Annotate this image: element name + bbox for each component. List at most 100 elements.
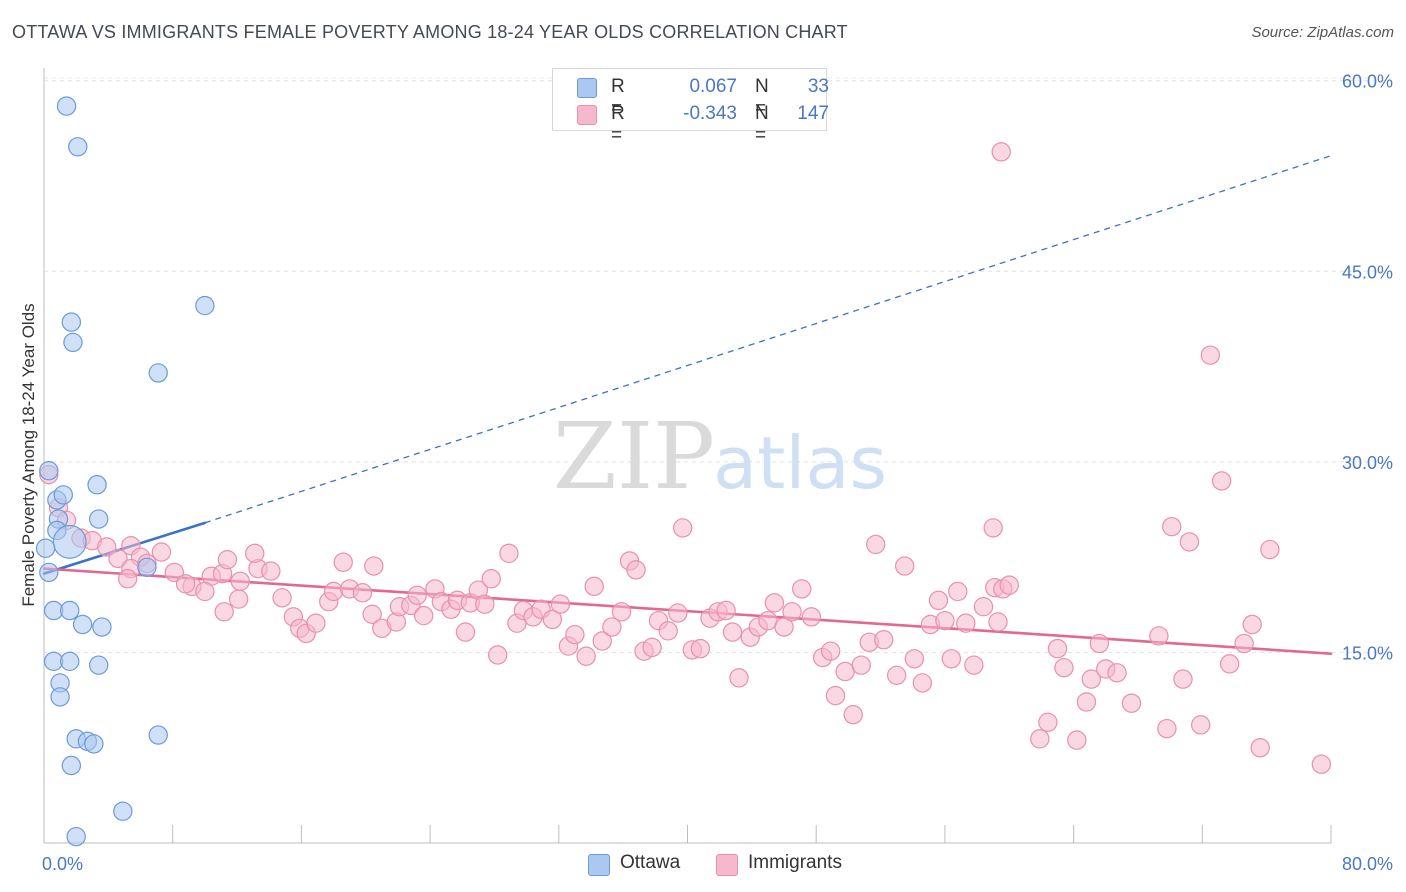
point-ottawa [113, 801, 133, 821]
point-ottawa [89, 509, 109, 529]
legend-swatch-ottawa [577, 78, 597, 98]
point-ottawa [89, 655, 109, 675]
legend-r-label: R = [611, 103, 625, 146]
legend-r-value: 0.067 [689, 76, 737, 97]
point-immigrants [835, 661, 855, 682]
point-ottawa [61, 755, 82, 776]
point-immigrants [362, 604, 382, 625]
point-immigrants [481, 569, 501, 589]
point-immigrants [407, 585, 427, 605]
point-immigrants [611, 602, 632, 622]
point-ottawa [84, 734, 104, 754]
point-immigrants [716, 600, 736, 621]
point-immigrants [1200, 345, 1221, 365]
point-immigrants [1157, 718, 1177, 739]
point-immigrants [364, 556, 384, 576]
point-immigrants [1081, 669, 1101, 689]
point-immigrants [983, 518, 1003, 538]
point-ottawa [68, 137, 88, 157]
point-immigrants [690, 638, 711, 659]
point-immigrants [722, 622, 743, 642]
point-immigrants [928, 590, 949, 611]
legend-n-value: 33 [807, 76, 829, 97]
point-immigrants [1173, 669, 1193, 689]
point-immigrants [475, 594, 495, 614]
point-immigrants [1311, 754, 1332, 774]
point-immigrants [1179, 532, 1200, 552]
point-ottawa [35, 538, 56, 558]
point-immigrants [306, 613, 326, 633]
point-ottawa [72, 614, 93, 635]
point-ottawa [66, 826, 86, 847]
legend-r-label: R = [611, 76, 625, 119]
point-immigrants [1038, 712, 1058, 732]
point-immigrants [230, 571, 250, 591]
point-immigrants [195, 581, 215, 602]
point-ottawa [39, 562, 59, 583]
y-tick-label: 15.0% [1342, 643, 1393, 663]
legend-swatch-immigrants [577, 105, 597, 125]
point-immigrants [542, 609, 563, 630]
point-ottawa [52, 524, 87, 559]
point-immigrants [843, 704, 863, 725]
point-ottawa [63, 332, 83, 353]
point-ottawa [43, 651, 64, 672]
source-label: Source: ZipAtlas.com [1251, 24, 1394, 41]
point-immigrants [820, 641, 841, 661]
point-immigrants [1047, 638, 1068, 659]
point-immigrants [758, 610, 778, 631]
point-immigrants [1067, 730, 1087, 750]
axes [43, 68, 1332, 844]
tick-labels: 15.0% 30.0% 45.0% 60.0% 0.0% 80.0% [42, 72, 1393, 874]
point-immigrants [774, 617, 794, 637]
point-immigrants [550, 594, 571, 614]
point-immigrants [1149, 626, 1169, 646]
legend-n-value: 147 [797, 103, 829, 124]
y-tick-label: 45.0% [1342, 262, 1393, 282]
point-immigrants [413, 605, 434, 626]
point-immigrants [217, 549, 238, 570]
point-immigrants [1250, 738, 1270, 758]
point-immigrants [956, 613, 976, 633]
legend-n-label: N = [755, 103, 769, 146]
point-immigrants [228, 589, 249, 609]
point-immigrants [1260, 539, 1280, 560]
point-immigrants [565, 624, 585, 645]
legend-swatch-ottawa [588, 854, 610, 876]
point-ottawa [87, 475, 107, 495]
point-immigrants [792, 579, 812, 599]
point-immigrants [323, 581, 344, 602]
point-immigrants [576, 646, 596, 666]
point-immigrants [261, 561, 281, 581]
point-immigrants [1191, 715, 1211, 735]
point-immigrants [886, 665, 907, 685]
point-immigrants [991, 142, 1011, 162]
point-immigrants [866, 534, 886, 555]
grid-lines [44, 77, 1392, 653]
correlation-legend: R = 0.067 N = 33 R = -0.343 N = 147 [552, 68, 829, 146]
point-immigrants [151, 542, 172, 562]
point-ottawa [60, 651, 80, 672]
trendline-immigrants [42, 567, 1333, 655]
watermark-atlas: atlas [713, 421, 887, 505]
legend-label-ottawa: Ottawa [620, 852, 681, 873]
point-ottawa [39, 461, 59, 481]
point-immigrants [626, 560, 646, 580]
point-immigrants [499, 543, 519, 564]
point-immigrants [1030, 729, 1050, 749]
point-immigrants [874, 630, 894, 650]
point-ottawa [148, 725, 168, 745]
watermark-zip: ZIP [553, 403, 715, 510]
point-immigrants [894, 556, 915, 576]
point-immigrants [1242, 614, 1262, 635]
point-immigrants [764, 593, 785, 613]
point-immigrants [602, 617, 622, 637]
point-immigrants [801, 607, 822, 627]
point-immigrants [658, 621, 678, 641]
y-tick-label: 60.0% [1342, 72, 1393, 92]
point-immigrants [935, 610, 955, 631]
point-ottawa [43, 600, 64, 621]
point-immigrants [333, 552, 353, 572]
point-ottawa [92, 617, 112, 637]
